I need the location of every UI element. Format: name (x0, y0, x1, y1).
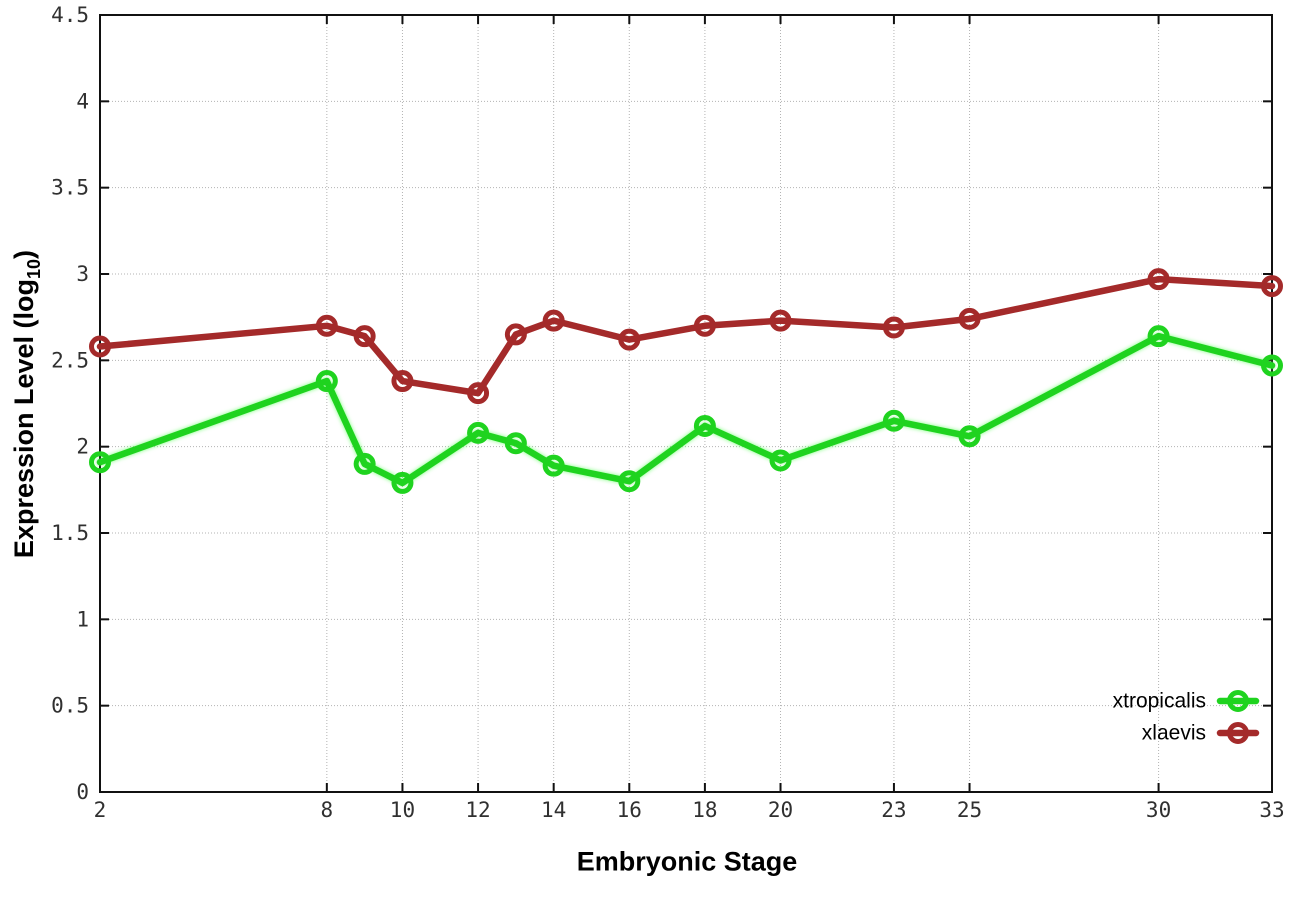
y-axis-title: Expression Level (log10) (9, 250, 45, 558)
series-marker-xtropicalis (504, 432, 527, 455)
y-tick-label: 1 (76, 607, 89, 631)
y-tick-label: 3.5 (51, 176, 89, 200)
y-tick-label: 4 (76, 89, 89, 113)
x-axis-title: Embryonic Stage (576, 846, 798, 877)
series-marker-xtropicalis (542, 454, 565, 477)
series-marker-xlaevis (882, 316, 905, 339)
series-marker-xlaevis (958, 307, 981, 330)
legend-marker-xtropicalis (1227, 690, 1249, 712)
series-marker-xtropicalis (958, 425, 981, 448)
plot-border (99, 14, 1273, 793)
x-tick-label: 18 (692, 798, 717, 822)
y-tick-label: 2.5 (51, 348, 89, 372)
series-marker-xlaevis (542, 309, 565, 332)
x-tick-label: 10 (390, 798, 415, 822)
series-marker-xlaevis (1147, 268, 1170, 291)
x-tick-label: 2 (94, 798, 107, 822)
x-tick-label: 14 (541, 798, 566, 822)
x-tick-label: 23 (881, 798, 906, 822)
series-marker-xlaevis (1261, 275, 1283, 298)
legend-label-xtropicalis: xtropicalis (1113, 690, 1206, 713)
series-marker-xlaevis (467, 382, 490, 405)
series-marker-xtropicalis (391, 471, 414, 494)
series-marker-xtropicalis (353, 452, 376, 475)
series-marker-xtropicalis (1261, 354, 1283, 377)
series-marker-xtropicalis (618, 470, 641, 493)
series-marker-xlaevis (89, 335, 111, 358)
y-tick-label: 2 (76, 435, 89, 459)
series-marker-xtropicalis (882, 409, 905, 432)
series-marker-xlaevis (769, 309, 792, 332)
x-tick-label: 33 (1259, 798, 1284, 822)
series-line-xtropicalis (96, 332, 1276, 487)
x-tick-label: 25 (957, 798, 982, 822)
y-tick-label: 3 (76, 262, 89, 286)
legend-marker-xlaevis (1227, 722, 1249, 744)
x-tick-label: 8 (321, 798, 334, 822)
series-marker-xtropicalis (693, 414, 716, 437)
series-marker-xtropicalis (769, 449, 792, 472)
series-marker-xlaevis (693, 314, 716, 337)
series-marker-xtropicalis (1147, 325, 1170, 348)
legend-label-xlaevis: xlaevis (1142, 722, 1206, 745)
series-line-xlaevis (96, 275, 1276, 397)
x-tick-label: 20 (768, 798, 793, 822)
series-marker-xlaevis (504, 323, 527, 346)
y-axis-title-subscript: 10 (24, 258, 44, 279)
x-tick-label: 16 (617, 798, 642, 822)
series-marker-xtropicalis (467, 421, 490, 444)
series-marker-xlaevis (618, 328, 641, 351)
series-marker-xtropicalis (315, 370, 338, 393)
y-tick-label: 4.5 (51, 3, 89, 27)
y-tick-label: 1.5 (51, 521, 89, 545)
series-marker-xlaevis (315, 314, 338, 337)
y-tick-label: 0 (76, 780, 89, 804)
x-tick-label: 30 (1146, 798, 1171, 822)
series-marker-xlaevis (391, 370, 414, 393)
y-axis-title-suffix: ) (9, 249, 39, 259)
y-tick-label: 0.5 (51, 694, 89, 718)
x-tick-label: 12 (465, 798, 490, 822)
series-marker-xlaevis (353, 325, 376, 348)
y-axis-title-text: Expression Level (log (9, 278, 39, 559)
series-marker-xtropicalis (89, 451, 111, 474)
